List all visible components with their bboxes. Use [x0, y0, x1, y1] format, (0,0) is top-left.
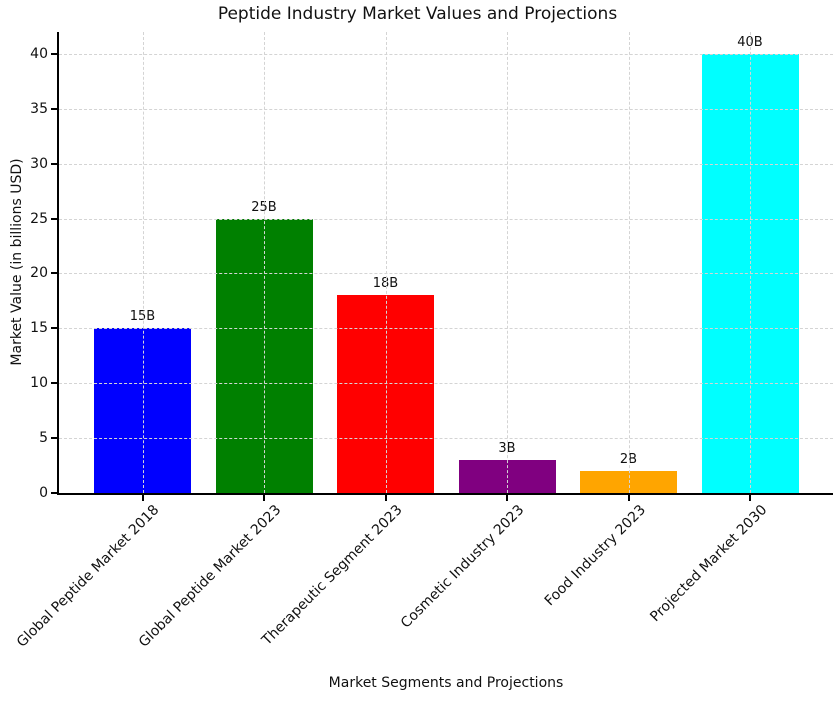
gridline-v	[142, 32, 144, 493]
y-tick	[51, 272, 57, 275]
y-tick-label: 10	[30, 375, 48, 392]
y-tick	[51, 492, 57, 494]
x-tick	[263, 495, 265, 501]
y-tick-label: 40	[30, 45, 48, 62]
gridline-h	[59, 328, 833, 330]
bar-value-label: 2B	[619, 452, 638, 468]
gridline-h	[59, 383, 833, 385]
x-axis-spine	[57, 493, 833, 495]
y-tick	[51, 382, 57, 385]
y-tick	[51, 327, 57, 330]
x-tick-label: Global Peptide Market 2018	[14, 502, 163, 651]
y-tick	[51, 162, 57, 165]
plot-area: 15B 25B 18B 3B 2B 40B 0 5 10 15 20 25 30 35 40 Global P…	[14, 32, 833, 651]
y-tick-label: 25	[30, 210, 48, 227]
gridline-v	[628, 32, 630, 493]
y-axis-spine	[57, 32, 59, 495]
y-axis-label: Market Value (in billions USD)	[9, 158, 25, 366]
x-tick	[141, 495, 144, 501]
bar-value-label: 3B	[498, 441, 516, 457]
y-tick-label: 0	[39, 485, 48, 501]
x-tick-label: Therapeutic Segment 2023	[259, 502, 406, 649]
gridline-v	[507, 32, 508, 493]
y-tick-label: 30	[30, 155, 48, 172]
x-tick	[506, 495, 508, 501]
gridline-h	[59, 53, 833, 55]
gridline-h	[59, 218, 833, 220]
y-tick	[51, 217, 57, 220]
y-tick	[51, 437, 57, 440]
gridline-v	[264, 32, 265, 493]
gridline-h	[59, 163, 833, 165]
x-axis-label: Market Segments and Projections	[328, 675, 564, 691]
x-tick-label: Global Peptide Market 2023	[135, 502, 285, 651]
y-tick	[51, 107, 57, 110]
x-tick-label: Food Industry 2023	[541, 502, 649, 610]
gridline-h	[59, 273, 833, 275]
x-tick	[627, 495, 630, 501]
y-tick-label: 15	[30, 320, 48, 337]
x-tick	[384, 495, 387, 501]
y-tick-label: 20	[30, 265, 48, 282]
y-tick	[51, 52, 57, 55]
y-tick-label: 35	[30, 100, 48, 117]
gridline-v	[385, 32, 387, 493]
gridline-h	[59, 108, 833, 110]
x-tick-label: Projected Market 2030	[647, 502, 771, 626]
x-tick-label: Cosmetic Industry 2023	[397, 502, 528, 632]
gridline-h	[59, 438, 833, 440]
x-tick	[749, 495, 751, 501]
chart-title: Peptide Industry Market Values and Proje…	[217, 4, 618, 24]
gridline-v	[750, 32, 751, 493]
y-tick-label: 5	[39, 430, 48, 447]
